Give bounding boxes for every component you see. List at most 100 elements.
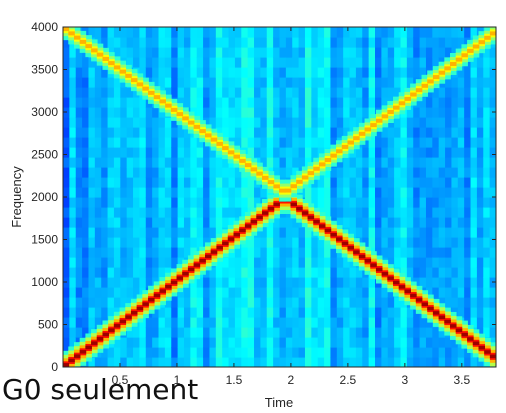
background-cell bbox=[394, 27, 402, 38]
background-cell bbox=[101, 277, 109, 288]
background-cell bbox=[164, 207, 172, 218]
background-cell bbox=[234, 67, 242, 78]
background-cell bbox=[247, 267, 255, 278]
background-cell bbox=[133, 257, 141, 268]
background-cell bbox=[451, 347, 459, 358]
background-cell bbox=[222, 287, 230, 298]
background-cell bbox=[75, 237, 83, 248]
background-cell bbox=[152, 57, 160, 68]
background-cell bbox=[317, 107, 325, 118]
ridge-2-segment bbox=[205, 133, 212, 138]
background-cell bbox=[234, 327, 242, 338]
background-cell bbox=[400, 67, 408, 78]
background-cell bbox=[158, 257, 166, 268]
background-cell bbox=[368, 37, 376, 48]
background-cell bbox=[107, 27, 115, 38]
background-cell bbox=[126, 137, 134, 148]
background-cell bbox=[387, 247, 395, 258]
background-cell bbox=[120, 167, 128, 178]
background-cell bbox=[164, 327, 172, 338]
background-cell bbox=[470, 87, 478, 98]
background-cell bbox=[381, 237, 389, 248]
background-cell bbox=[387, 317, 395, 328]
background-cell bbox=[381, 147, 389, 158]
background-cell bbox=[101, 237, 109, 248]
background-cell bbox=[88, 87, 96, 98]
background-cell bbox=[190, 157, 198, 168]
background-cell bbox=[292, 337, 300, 348]
ridge-1-segment bbox=[273, 202, 280, 207]
background-cell bbox=[368, 87, 376, 98]
background-cell bbox=[203, 307, 211, 318]
background-cell bbox=[215, 167, 223, 178]
background-cell bbox=[228, 57, 236, 68]
background-cell bbox=[158, 247, 166, 258]
background-cell bbox=[196, 107, 204, 118]
background-cell bbox=[406, 357, 414, 367]
background-cell bbox=[349, 87, 357, 98]
background-cell bbox=[273, 157, 281, 168]
background-cell bbox=[88, 157, 96, 168]
background-cell bbox=[75, 267, 83, 278]
background-cell bbox=[476, 287, 484, 298]
background-cell bbox=[228, 317, 236, 328]
background-cell bbox=[324, 247, 332, 258]
background-cell bbox=[362, 177, 370, 188]
ridge-1-segment bbox=[85, 345, 92, 350]
background-cell bbox=[113, 337, 121, 348]
background-cell bbox=[126, 147, 134, 158]
background-cell bbox=[190, 337, 198, 348]
background-cell bbox=[228, 257, 236, 268]
background-cell bbox=[419, 347, 427, 358]
background-cell bbox=[330, 177, 338, 188]
background-cell bbox=[330, 117, 338, 128]
background-cell bbox=[171, 247, 179, 258]
background-cell bbox=[203, 217, 211, 228]
background-cell bbox=[120, 37, 128, 48]
background-cell bbox=[158, 347, 166, 358]
background-cell bbox=[164, 267, 172, 278]
background-cell bbox=[75, 137, 83, 148]
background-cell bbox=[330, 287, 338, 298]
background-cell bbox=[234, 57, 242, 68]
background-cell bbox=[273, 277, 281, 288]
background-cell bbox=[164, 177, 172, 188]
background-cell bbox=[101, 247, 109, 258]
background-cell bbox=[438, 267, 446, 278]
background-cell bbox=[324, 127, 332, 138]
ridge-1-segment bbox=[364, 259, 372, 263]
ridge-2-segment bbox=[472, 44, 480, 49]
background-cell bbox=[400, 197, 408, 208]
background-cell bbox=[215, 317, 223, 328]
background-cell bbox=[375, 227, 382, 238]
background-cell bbox=[425, 237, 433, 248]
background-cell bbox=[177, 287, 185, 298]
background-cell bbox=[368, 107, 376, 118]
background-cell bbox=[330, 267, 338, 278]
ridge-2-segment bbox=[450, 61, 457, 66]
background-cell bbox=[94, 157, 102, 168]
background-cell bbox=[164, 137, 172, 148]
background-cell bbox=[387, 217, 395, 228]
background-cell bbox=[336, 47, 344, 58]
background-cell bbox=[387, 227, 395, 238]
background-cell bbox=[177, 77, 185, 88]
background-cell bbox=[171, 47, 179, 58]
background-cell bbox=[63, 87, 70, 98]
background-cell bbox=[222, 57, 230, 68]
background-cell bbox=[349, 357, 357, 367]
background-cell bbox=[209, 47, 217, 58]
background-cell bbox=[419, 97, 427, 108]
background-cell bbox=[457, 247, 465, 258]
background-cell bbox=[457, 177, 465, 188]
background-cell bbox=[457, 357, 465, 367]
background-cell bbox=[457, 157, 465, 168]
background-cell bbox=[183, 307, 191, 318]
background-cell bbox=[413, 37, 421, 48]
background-cell bbox=[355, 197, 363, 208]
background-cell bbox=[234, 247, 242, 258]
background-cell bbox=[464, 87, 472, 98]
background-cell bbox=[234, 87, 242, 98]
background-cell bbox=[164, 347, 172, 358]
